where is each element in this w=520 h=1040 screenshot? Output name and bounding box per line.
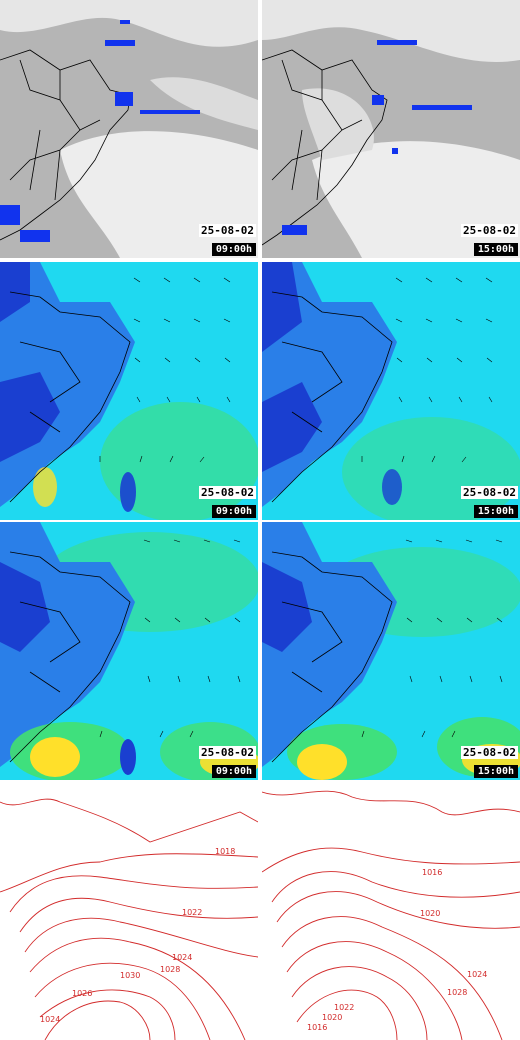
isobar-label: 1018 xyxy=(215,847,235,856)
isobar-map: 1016 1020 1024 1028 1022 1016 1020 xyxy=(262,782,520,1040)
panel-date: 25-08-02 xyxy=(199,486,256,499)
isobar-label: 1026 xyxy=(72,989,92,998)
isobar-label: 1020 xyxy=(420,909,440,918)
isobar-label: 1024 xyxy=(467,970,487,979)
wind-panel-low-1500: 25-08-02 15:00h xyxy=(262,262,520,520)
panel-date: 25-08-02 xyxy=(461,746,518,759)
timestamp-box: 25-08-02 09:00h xyxy=(199,486,256,518)
satellite-panel-0900: 25-08-02 09:00h xyxy=(0,0,258,258)
wind-vectors xyxy=(99,539,241,738)
panel-time: 09:00h xyxy=(211,765,256,778)
isobar-label: 1022 xyxy=(182,908,202,917)
timestamp-box: 25-08-02 09:00h xyxy=(199,224,256,256)
isobar-panel-left: 1018 1022 1024 1028 1030 1026 1024 xyxy=(0,782,258,1040)
panel-time: 15:00h xyxy=(473,243,518,256)
isobar-label: 1028 xyxy=(447,988,467,997)
panel-date: 25-08-02 xyxy=(199,746,256,759)
panel-time: 15:00h xyxy=(473,505,518,518)
isobar-label: 1030 xyxy=(120,971,140,980)
isobar-label: 1024 xyxy=(172,953,192,962)
isobar-label: 1022 xyxy=(334,1003,354,1012)
isobar-label: 1028 xyxy=(160,965,180,974)
wind-panel-high-1500: 25-08-02 15:00h xyxy=(262,522,520,780)
satellite-image xyxy=(262,0,520,258)
panel-date: 25-08-02 xyxy=(461,486,518,499)
wind-field-map xyxy=(262,522,520,780)
timestamp-box: 25-08-02 15:00h xyxy=(461,486,518,518)
isobar-panel-right: 1016 1020 1024 1028 1022 1016 1020 xyxy=(262,782,520,1040)
wind-field-map xyxy=(0,262,258,520)
isobar-map: 1018 1022 1024 1028 1030 1026 1024 xyxy=(0,782,258,1040)
isobar-label: 1016 xyxy=(307,1023,327,1032)
timestamp-box: 25-08-02 15:00h xyxy=(461,746,518,778)
wind-vectors xyxy=(361,539,503,738)
timestamp-box: 25-08-02 09:00h xyxy=(199,746,256,778)
panel-time: 09:00h xyxy=(211,505,256,518)
isobar-label: 1016 xyxy=(422,868,442,877)
wind-field-map xyxy=(0,522,258,780)
wind-panel-high-0900: 25-08-02 09:00h xyxy=(0,522,258,780)
timestamp-box: 25-08-02 15:00h xyxy=(461,224,518,256)
wind-panel-low-0900: 25-08-02 09:00h xyxy=(0,262,258,520)
wind-vectors xyxy=(99,277,231,463)
panel-time: 15:00h xyxy=(473,765,518,778)
panel-time: 09:00h xyxy=(211,243,256,256)
isobar-label: 1020 xyxy=(322,1013,342,1022)
panel-date: 25-08-02 xyxy=(199,224,256,237)
satellite-panel-1500: 25-08-02 15:00h xyxy=(262,0,520,258)
satellite-image xyxy=(0,0,258,258)
panel-date: 25-08-02 xyxy=(461,224,518,237)
wind-field-map xyxy=(262,262,520,520)
wind-vectors xyxy=(361,277,493,463)
isobar-label: 1024 xyxy=(40,1015,60,1024)
